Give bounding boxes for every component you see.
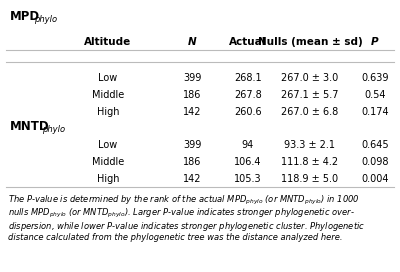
Text: N: N [188, 37, 196, 47]
Text: 0.645: 0.645 [361, 140, 389, 150]
Text: 267.0 ± 3.0: 267.0 ± 3.0 [281, 73, 339, 83]
Text: 94: 94 [242, 140, 254, 150]
Text: 106.4: 106.4 [234, 157, 262, 167]
Text: 0.174: 0.174 [361, 107, 389, 117]
Text: High: High [97, 174, 119, 184]
Text: 0.004: 0.004 [361, 174, 389, 184]
Text: 186: 186 [183, 157, 201, 167]
Text: distance calculated from the phylogenetic tree was the distance analyzed here.: distance calculated from the phylogeneti… [8, 233, 342, 242]
Text: nulls MPD$_{phylo}$ (or MNTD$_{phylo}$). Larger $P$-value indicates stronger phy: nulls MPD$_{phylo}$ (or MNTD$_{phylo}$).… [8, 207, 355, 220]
Text: High: High [97, 107, 119, 117]
Text: The $P$-value is determined by the rank of the actual MPD$_{phylo}$ (or MNTD$_{p: The $P$-value is determined by the rank … [8, 194, 360, 207]
Text: 399: 399 [183, 140, 201, 150]
Text: Middle: Middle [92, 157, 124, 167]
Text: 142: 142 [183, 174, 201, 184]
Text: 93.3 ± 2.1: 93.3 ± 2.1 [284, 140, 336, 150]
Text: Nulls (mean ± sd): Nulls (mean ± sd) [258, 37, 362, 47]
Text: P: P [371, 37, 379, 47]
Text: 0.639: 0.639 [361, 73, 389, 83]
Text: 118.9 ± 5.0: 118.9 ± 5.0 [282, 174, 338, 184]
Text: 186: 186 [183, 90, 201, 100]
Text: 142: 142 [183, 107, 201, 117]
Text: 267.8: 267.8 [234, 90, 262, 100]
Text: Middle: Middle [92, 90, 124, 100]
Text: phylo: phylo [34, 15, 57, 24]
Text: 267.0 ± 6.8: 267.0 ± 6.8 [281, 107, 339, 117]
Text: 0.54: 0.54 [364, 90, 386, 100]
Text: Altitude: Altitude [84, 37, 132, 47]
Text: MNTD: MNTD [10, 120, 50, 133]
Text: MPD: MPD [10, 10, 40, 23]
Text: 105.3: 105.3 [234, 174, 262, 184]
Text: 399: 399 [183, 73, 201, 83]
Text: Low: Low [98, 73, 118, 83]
Text: dispersion, while lower $P$-value indicates stronger phylogenetic cluster. Phylo: dispersion, while lower $P$-value indica… [8, 220, 365, 233]
Text: 267.1 ± 5.7: 267.1 ± 5.7 [281, 90, 339, 100]
Text: 111.8 ± 4.2: 111.8 ± 4.2 [282, 157, 338, 167]
Text: 268.1: 268.1 [234, 73, 262, 83]
Text: Low: Low [98, 140, 118, 150]
Text: 0.098: 0.098 [361, 157, 389, 167]
Text: 260.6: 260.6 [234, 107, 262, 117]
Text: Actual: Actual [229, 37, 267, 47]
Text: phylo: phylo [42, 125, 65, 134]
